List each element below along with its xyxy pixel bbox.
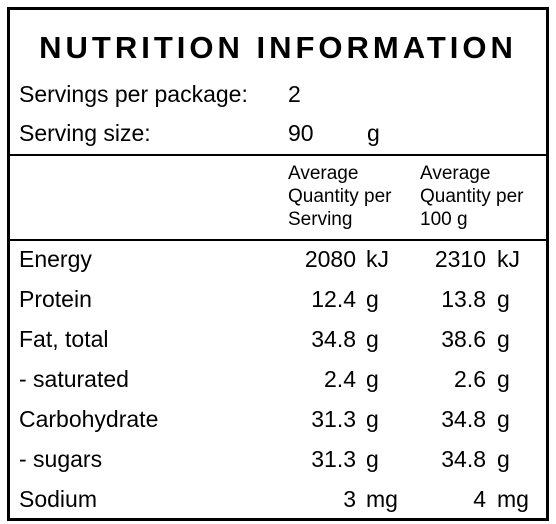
serving-size-unit: g — [367, 120, 380, 146]
per-100g-value: 38.6 — [441, 326, 486, 352]
per-100g-value: 34.8 — [441, 406, 486, 432]
per-100g-value: 2310 — [434, 246, 486, 272]
nutrient-label: - saturated — [19, 366, 129, 392]
nutrient-label: Protein — [19, 286, 92, 312]
per-serving-unit: mg — [366, 486, 398, 512]
per-serving-unit: g — [366, 326, 379, 352]
header-divider — [10, 154, 546, 156]
per-100g-value: 34.8 — [441, 446, 486, 472]
column-header-per-100g: Average Quantity per 100 g — [420, 163, 524, 230]
per-serving-unit: g — [366, 286, 379, 312]
per-100g-unit: g — [497, 366, 510, 392]
per-100g-unit: kJ — [497, 246, 520, 272]
nutrient-label: Sodium — [19, 486, 97, 512]
servings-label: Servings per package: — [19, 81, 248, 107]
panel-title: NUTRITION INFORMATION — [39, 30, 517, 65]
per-serving-unit: g — [366, 366, 379, 392]
per-serving-value: 31.3 — [311, 406, 356, 432]
per-100g-unit: mg — [497, 486, 529, 512]
per-serving-value: 3 — [343, 486, 356, 512]
per-100g-unit: g — [497, 406, 510, 432]
per-serving-value: 2080 — [304, 246, 356, 272]
per-100g-unit: g — [497, 326, 510, 352]
per-100g-unit: g — [497, 446, 510, 472]
per-serving-value: 12.4 — [311, 286, 356, 312]
per-serving-value: 34.8 — [311, 326, 356, 352]
nutrient-label: Energy — [19, 246, 92, 272]
per-serving-unit: g — [366, 406, 379, 432]
column-header-per-serving: Average Quantity per Serving — [288, 163, 392, 230]
per-serving-value: 31.3 — [311, 446, 356, 472]
servings-value: 2 — [288, 81, 301, 107]
nutrient-label: Carbohydrate — [19, 406, 159, 432]
per-100g-value: 2.6 — [454, 366, 486, 392]
per-serving-unit: kJ — [366, 246, 389, 272]
table-divider — [10, 239, 546, 241]
per-serving-value: 2.4 — [324, 366, 356, 392]
nutrition-panel: NUTRITION INFORMATION Servings per packa… — [7, 7, 549, 521]
per-100g-unit: g — [497, 286, 510, 312]
per-100g-value: 4 — [473, 486, 486, 512]
nutrient-label: Fat, total — [19, 326, 109, 352]
serving-size-value: 90 — [288, 120, 314, 146]
serving-size-label: Serving size: — [19, 120, 151, 146]
per-serving-unit: g — [366, 446, 379, 472]
nutrient-label: - sugars — [19, 446, 103, 472]
per-100g-value: 13.8 — [441, 286, 486, 312]
